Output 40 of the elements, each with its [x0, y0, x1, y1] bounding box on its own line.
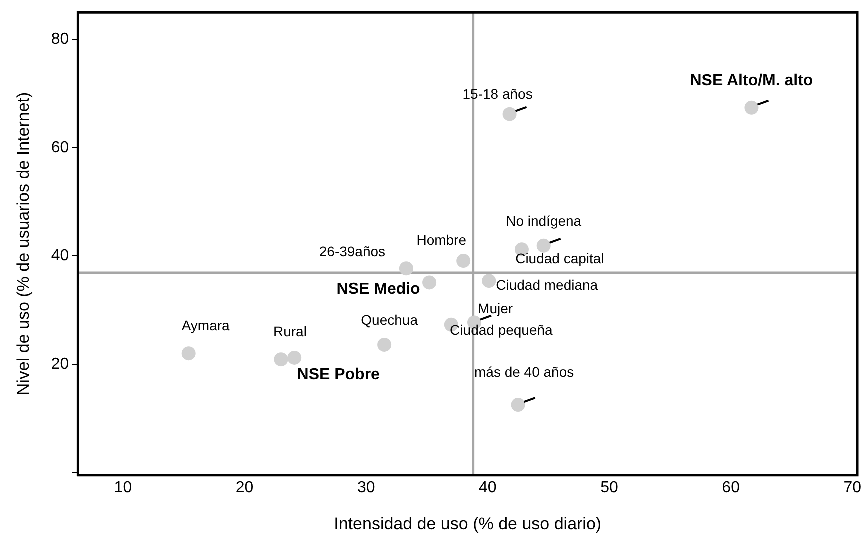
x-tick-label: 20 [236, 479, 254, 496]
y-tick-label: 80 [51, 31, 70, 48]
point [456, 254, 471, 268]
annotation: Hombre [416, 232, 467, 248]
y-tick-label: 60 [51, 139, 70, 156]
annotation: No indígena [506, 212, 582, 229]
annotation: Quechua [361, 312, 418, 328]
annotation: Ciudad pequeña [450, 322, 554, 338]
point [502, 107, 517, 122]
y-tick-label: 40 [51, 248, 70, 265]
point [536, 238, 551, 253]
annotation: Ciudad mediana [496, 276, 598, 293]
x-tick-label: 40 [479, 479, 497, 496]
annotation: NSE Pobre [297, 366, 380, 384]
point [378, 338, 392, 352]
x-tick-label: 10 [114, 479, 132, 496]
annotation: NSE Alto/M. alto [690, 72, 814, 90]
point [422, 276, 437, 290]
annotation: Mujer [478, 300, 514, 317]
point [511, 398, 526, 412]
point [182, 346, 196, 361]
point [482, 274, 496, 288]
annotation: Aymara [182, 317, 230, 334]
point [399, 262, 414, 276]
x-tick-label: 50 [600, 479, 618, 496]
annotation: Rural [273, 323, 307, 340]
x-axis-title: Intensidad de uso (% de uso diario) [334, 514, 602, 534]
annotation: más de 40 años [474, 364, 574, 380]
annotation: NSE Medio [336, 281, 421, 298]
point [288, 350, 302, 365]
x-tick-label: 60 [722, 479, 740, 496]
point [274, 352, 288, 367]
annotation: Ciudad capital [516, 250, 604, 267]
x-tick-label: 70 [844, 479, 862, 496]
y-tick-label: 20 [51, 356, 70, 373]
point [744, 100, 759, 115]
annotation: 26-39años [319, 243, 386, 260]
y-axis-title: Nivel de uso (% de usuarios de Internet) [14, 92, 33, 396]
annotation: 15-18 años [462, 86, 533, 102]
x-tick-label: 30 [357, 479, 376, 496]
